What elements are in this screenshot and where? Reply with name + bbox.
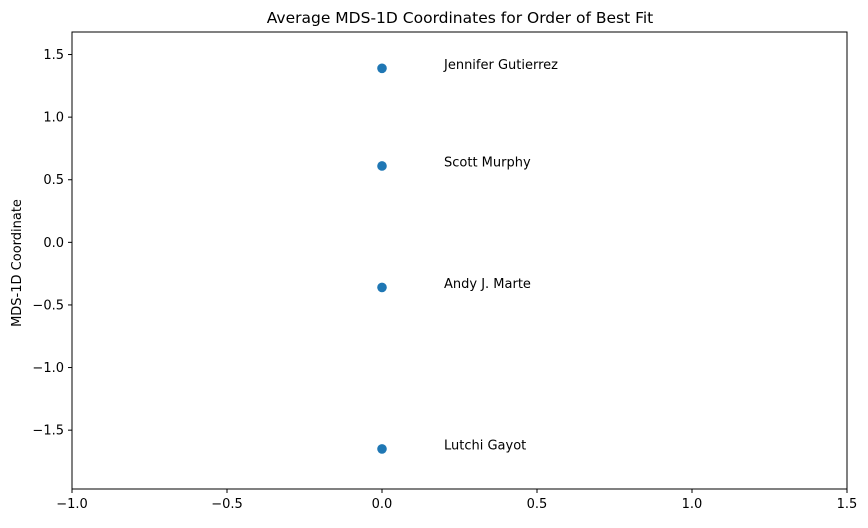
x-tick-label: 0.0: [372, 497, 393, 512]
y-axis-label: MDS-1D Coordinate: [10, 199, 25, 327]
y-tick-label: −0.5: [32, 298, 64, 313]
y-tick-label: −1.0: [32, 361, 64, 376]
x-tick-label: 0.5: [527, 497, 548, 512]
point-label: Jennifer Gutierrez: [443, 58, 558, 73]
data-point: [377, 444, 387, 454]
x-tick-label: −0.5: [211, 497, 243, 512]
x-tick-label: 1.0: [682, 497, 703, 512]
point-label: Andy J. Marte: [444, 277, 531, 292]
y-tick-label: 1.0: [43, 111, 64, 126]
x-axis-ticks: −1.0 −0.5 0.0 0.5 1.0 1.5: [56, 489, 857, 512]
point-label: Lutchi Gayot: [444, 438, 526, 453]
y-tick-label: −1.5: [32, 424, 64, 439]
y-tick-label: 0.5: [43, 173, 64, 188]
data-point: [377, 282, 387, 293]
data-points: [377, 63, 387, 454]
point-labels: Jennifer Gutierrez Scott Murphy Andy J. Ma…: [443, 58, 558, 454]
data-point: [377, 63, 387, 74]
y-tick-label: 1.5: [43, 48, 64, 63]
plot-frame: [71, 31, 848, 490]
y-axis-ticks: 1.5 1.0 0.5 0.0 −0.5 −1.0 −1.5: [32, 48, 72, 439]
x-tick-label: −1.0: [56, 497, 88, 512]
point-label: Scott Murphy: [444, 155, 531, 170]
x-tick-label: 1.5: [837, 497, 858, 512]
chart-title: Average MDS-1D Coordinates for Order of …: [267, 9, 654, 27]
y-tick-label: 0.0: [43, 236, 64, 251]
data-point: [377, 161, 387, 171]
